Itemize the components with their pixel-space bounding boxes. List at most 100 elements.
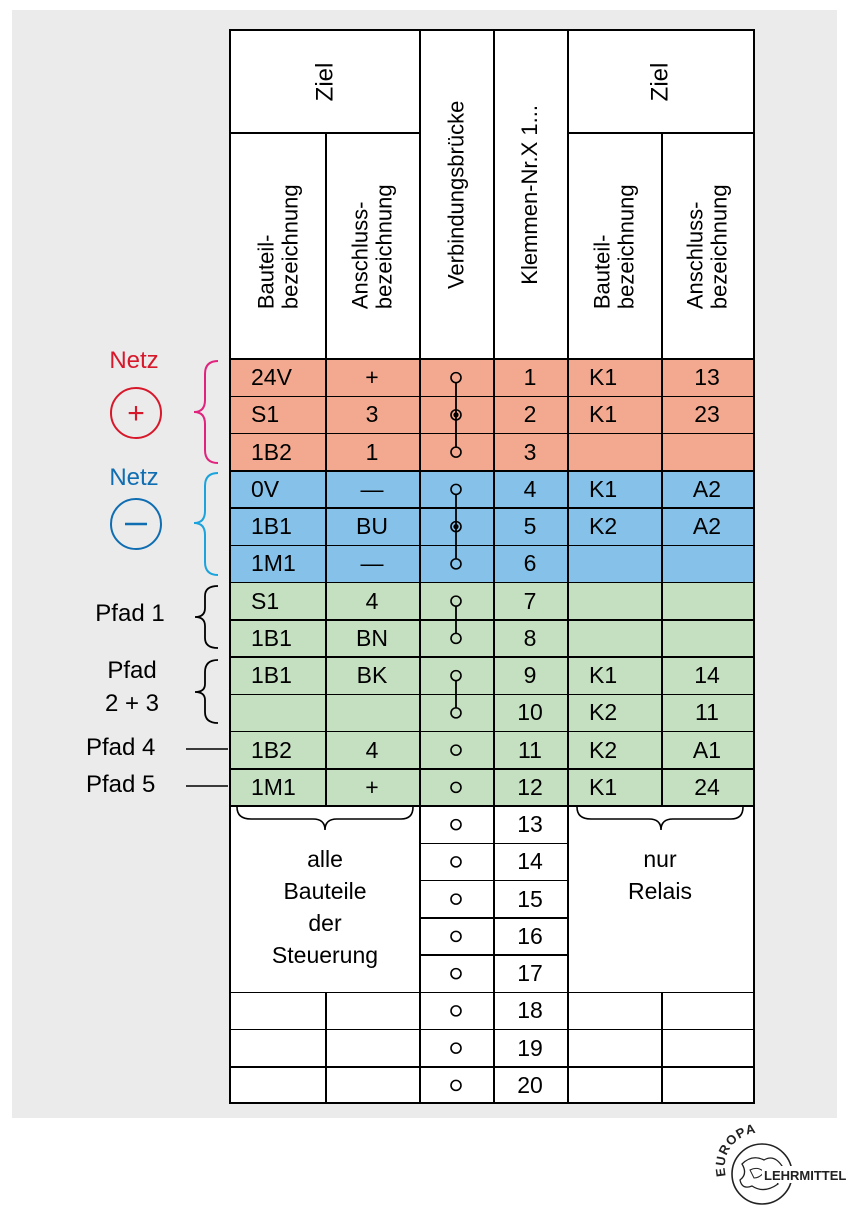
underbrace-right <box>576 806 744 831</box>
left-bauteil-cell: S1 <box>251 401 280 428</box>
terminal-number-cell: 14 <box>517 848 543 875</box>
left-anschluss-cell: + <box>365 364 379 391</box>
terminal-number-cell: 2 <box>523 401 537 428</box>
row-line-13 <box>419 842 567 844</box>
left-bauteil-cell <box>231 881 325 918</box>
left-bauteil-cell <box>231 918 325 955</box>
terminal-number-cell: 10 <box>517 699 543 726</box>
right-bauteil-cell <box>567 955 661 992</box>
header-bottom-line <box>231 358 753 360</box>
terminal-number-cell: 5 <box>523 513 537 540</box>
left-anschluss-cell <box>325 1030 419 1067</box>
pfad23-label-line1: Pfad <box>107 657 157 684</box>
terminal-number-cell: 16 <box>517 922 543 949</box>
terminal-circle <box>450 818 462 831</box>
left-anschluss-cell <box>325 955 419 992</box>
row-line-19 <box>231 1066 753 1068</box>
left-bauteil-cell: 1B1 <box>251 624 292 651</box>
pfad4-label: Pfad 4 <box>86 734 156 761</box>
left-anschluss-cell <box>325 843 419 880</box>
header-right-anschluss: Anschluss- bezeichnung <box>682 184 731 309</box>
right-anschluss-cell: 24 <box>694 773 720 800</box>
europa-lehrmittel-logo: EUROPA LEHRMITTEL <box>712 1121 846 1205</box>
header-left-anschluss: Anschluss- bezeichnung <box>347 184 396 309</box>
terminal-circle <box>450 483 462 496</box>
right-bauteil-cell: K1 <box>589 401 618 428</box>
right-anschluss-cell <box>661 992 753 1029</box>
left-anschluss-cell <box>325 992 419 1029</box>
band-netz-minus <box>231 470 753 583</box>
terminal-circle <box>450 409 462 421</box>
left-bauteil-cell: 1B2 <box>251 736 292 763</box>
terminal-circle <box>450 707 462 719</box>
terminal-circle <box>450 744 462 756</box>
right-bauteil-cell: K1 <box>589 773 618 800</box>
row-line-3 <box>231 470 753 472</box>
left-anschluss-cell: + <box>365 773 379 800</box>
bridge-column <box>450 371 462 1092</box>
col-line-left-inner-bottom <box>325 992 327 1104</box>
left-anschluss-cell <box>325 881 419 918</box>
header-right-bauteil: Bauteil- bezeichnung <box>589 184 638 309</box>
left-bauteil-cell: 1B1 <box>251 513 292 540</box>
note-nur-relais: nur Relais <box>628 846 692 904</box>
header-left-bauteil: Bauteil- bezeichnung <box>253 184 302 309</box>
row-line-9 <box>231 693 753 695</box>
terminal-number-cell: 6 <box>523 550 537 577</box>
header-klemmen-nr: Klemmen-Nr.X 1... <box>517 105 543 285</box>
row-line-2 <box>231 432 753 435</box>
right-anschluss-cell <box>661 434 753 471</box>
terminal-circle <box>450 1079 462 1092</box>
terminal-number-cell: 4 <box>523 475 537 502</box>
header-divider-right <box>567 132 753 134</box>
pfad5-label: Pfad 5 <box>86 771 156 798</box>
right-bauteil-cell <box>567 583 661 620</box>
col-line-klemmen <box>493 31 495 1104</box>
left-bauteil-cell: 24V <box>251 364 292 391</box>
header-ziel-right: Ziel <box>645 62 673 101</box>
right-anschluss-cell <box>661 806 753 843</box>
right-bauteil-cell: K1 <box>589 475 618 502</box>
terminal-number-cell: 15 <box>517 885 543 912</box>
terminal-number-cell: 20 <box>517 1071 543 1098</box>
left-bauteil-cell: 0V <box>251 475 280 502</box>
left-bauteil-cell: 1M1 <box>251 550 296 577</box>
right-anschluss-cell: 14 <box>694 662 720 689</box>
header-ziel-left: Ziel <box>310 62 338 101</box>
pfad1-label: Pfad 1 <box>95 600 165 627</box>
left-bauteil-cell: S1 <box>251 587 280 614</box>
right-bauteil-cell: K2 <box>589 513 618 540</box>
right-anschluss-cell <box>661 881 753 918</box>
terminal-number-cell: 19 <box>517 1034 543 1061</box>
row-line-5 <box>231 544 753 546</box>
right-bauteil-cell <box>567 545 661 582</box>
left-bauteil-cell <box>231 992 325 1029</box>
left-bauteil-cell: 1B2 <box>251 438 292 465</box>
row-line-16 <box>419 954 567 956</box>
left-bauteil-cell <box>231 806 325 843</box>
right-bauteil-cell <box>567 843 661 880</box>
left-anschluss-cell: 3 <box>365 401 379 428</box>
right-bauteil-cell: K2 <box>589 699 618 726</box>
left-anschluss-cell: BK <box>356 662 388 689</box>
terminal-circle <box>450 930 462 943</box>
row-line-15 <box>419 917 567 919</box>
right-bauteil-cell: K2 <box>589 736 618 763</box>
row-line-4 <box>231 507 753 509</box>
left-anschluss-cell <box>325 806 419 843</box>
terminal-circle <box>450 1005 462 1017</box>
terminal-circle <box>450 967 462 980</box>
terminal-circle <box>450 781 462 794</box>
row-line-14 <box>419 879 567 882</box>
left-anschluss-cell: — <box>360 475 384 502</box>
terminal-number-cell: 8 <box>523 624 537 651</box>
pfad23-label-line2: 2 + 3 <box>104 690 160 717</box>
terminal-number-cell: 13 <box>517 811 543 838</box>
band-netz-plus <box>231 359 753 471</box>
left-anschluss-cell: 1 <box>365 438 379 465</box>
left-bauteil-cell <box>231 1030 325 1067</box>
row-line-1 <box>231 395 753 397</box>
left-bauteil-cell <box>231 1067 325 1104</box>
terminal-circle <box>450 1042 462 1054</box>
bridge-junction <box>453 524 459 530</box>
